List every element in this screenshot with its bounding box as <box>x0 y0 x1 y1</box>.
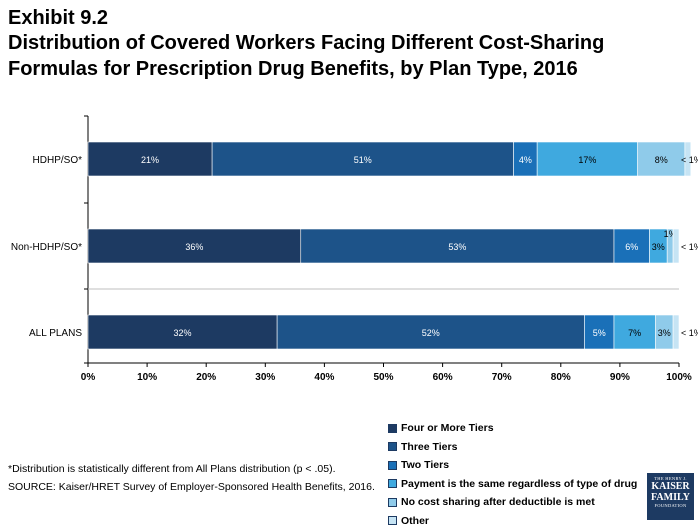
x-tick-label: 30% <box>255 372 275 383</box>
legend-label: Three Tiers <box>401 441 457 453</box>
chart-legend: Four or More Tiers Three Tiers Two Tiers Pa… <box>388 419 637 530</box>
data-label: 4% <box>519 155 532 165</box>
data-label: 3% <box>652 242 665 252</box>
legend-label: Payment is the same regardless of type o… <box>401 478 637 490</box>
data-label: 52% <box>422 328 440 338</box>
data-label: 5% <box>593 328 606 338</box>
x-tick-label: 60% <box>433 372 453 383</box>
category-label: Non-HDHP/SO* <box>11 242 82 253</box>
data-label: < 1% <box>681 242 698 252</box>
x-tick-label: 40% <box>314 372 334 383</box>
x-tick-label: 100% <box>666 372 692 383</box>
x-tick-label: 70% <box>492 372 512 383</box>
data-label: 21% <box>141 155 159 165</box>
legend-item: Other <box>388 512 637 530</box>
legend-swatch <box>388 498 397 507</box>
legend-label: Four or More Tiers <box>401 422 494 434</box>
x-tick-label: 20% <box>196 372 216 383</box>
data-label: 6% <box>625 242 638 252</box>
source-note: SOURCE: Kaiser/HRET Survey of Employer-S… <box>8 480 375 494</box>
x-tick-label: 80% <box>551 372 571 383</box>
stacked-bar-chart: 0% 10% 20% 30% 40% 50% 60% 70% 80% 90% 100% HDHP/SO… <box>0 0 698 400</box>
data-label: 7% <box>628 328 641 338</box>
data-label: < 1% <box>681 155 698 165</box>
x-tick-label: 50% <box>373 372 393 383</box>
x-tick-label: 10% <box>137 372 157 383</box>
kff-logo: THE HENRY J. KAISER FAMILY FOUNDATION <box>647 473 694 520</box>
data-label: 51% <box>354 155 372 165</box>
data-label: 32% <box>174 328 192 338</box>
legend-label: Two Tiers <box>401 459 449 471</box>
legend-item: Four or More Tiers <box>388 419 637 438</box>
legend-item: Payment is the same regardless of type o… <box>388 475 637 494</box>
data-label: 8% <box>655 155 668 165</box>
x-tick-label: 90% <box>610 372 630 383</box>
logo-line-4: FOUNDATION <box>647 503 694 509</box>
logo-line-3: FAMILY <box>647 492 694 503</box>
data-label: 3% <box>658 328 671 338</box>
legend-swatch <box>388 461 397 470</box>
logo-line-2: KAISER <box>647 481 694 492</box>
category-label: ALL PLANS <box>29 328 82 339</box>
legend-item: Three Tiers <box>388 438 637 457</box>
legend-swatch <box>388 479 397 488</box>
legend-swatch <box>388 516 397 525</box>
bar-segment <box>673 229 679 263</box>
data-label: < 1% <box>681 328 698 338</box>
legend-label: No cost sharing after deductible is met <box>401 496 595 508</box>
data-label: 17% <box>578 155 596 165</box>
legend-swatch <box>388 424 397 433</box>
legend-label: Other <box>401 515 429 527</box>
legend-item: No cost sharing after deductible is met <box>388 493 637 512</box>
category-label: HDHP/SO* <box>33 155 83 166</box>
legend-swatch <box>388 442 397 451</box>
footnote: *Distribution is statistically different… <box>8 462 335 476</box>
data-label: 36% <box>185 242 203 252</box>
bar-segment <box>673 315 679 349</box>
data-label: 53% <box>448 242 466 252</box>
legend-item: Two Tiers <box>388 456 637 475</box>
x-tick-label: 0% <box>81 372 96 383</box>
